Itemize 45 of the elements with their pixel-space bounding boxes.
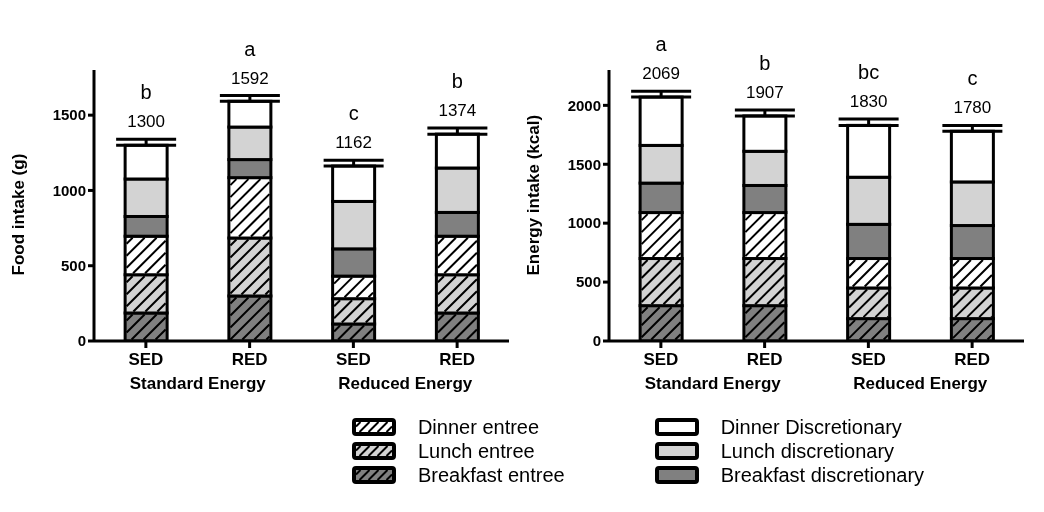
y-tick-label: 1500	[52, 106, 86, 124]
annotation: b	[451, 69, 463, 92]
legend-label: Breakfast entree	[417, 463, 565, 487]
total-label: 1780	[953, 98, 992, 118]
total-label: 1300	[127, 112, 166, 132]
text: Standard Energy	[644, 374, 782, 393]
x-tick-label: SED	[643, 350, 679, 369]
text: Reduced Energy	[338, 374, 473, 393]
total-label: 1592	[230, 68, 269, 88]
legend-label: Dinner entree	[417, 415, 540, 439]
legend-label: Dinner Discretionary	[720, 415, 902, 439]
x-tick-label: SED	[850, 350, 886, 369]
legend-label: Lunch entree	[417, 439, 535, 463]
x-tick-label: RED	[954, 350, 991, 369]
x-tick-label: RED	[231, 350, 268, 369]
total-label: 1162	[335, 133, 372, 153]
y-tick-label: 500	[60, 257, 86, 275]
total-label: 1830	[849, 91, 888, 111]
total-label: 2069	[642, 64, 681, 84]
y-axis-title: Energy intake (kcal)	[524, 114, 544, 276]
text: a	[244, 37, 257, 60]
y-tick-label: 1500	[567, 155, 601, 173]
y-tick-label: 0	[592, 332, 601, 350]
y-tick-label: 500	[575, 273, 601, 291]
y-tick-label: 0	[77, 332, 86, 350]
x-tick-label: SED	[128, 350, 164, 369]
y-axis-title: Food intake (g)	[9, 153, 29, 276]
text: Standard Energy	[129, 374, 267, 393]
x-tick-label: RED	[746, 350, 783, 369]
y-tick-label: 2000	[567, 96, 601, 114]
annotation: b	[759, 52, 771, 75]
annotation: bc	[858, 60, 880, 83]
x-tick-label: RED	[439, 350, 476, 369]
text: a	[655, 33, 668, 56]
y-tick-label: 1000	[52, 181, 86, 199]
annotation: c	[348, 102, 359, 125]
legend-label: Breakfast discretionary	[720, 463, 925, 487]
annotation: c	[967, 67, 978, 90]
y-tick-label: 1000	[567, 214, 601, 232]
annotation: b	[140, 81, 152, 104]
text: Reduced Energy	[853, 374, 988, 393]
x-tick-label: SED	[335, 350, 371, 369]
total-label: 1907	[745, 83, 784, 103]
legend-label: Lunch discretionary	[720, 439, 895, 463]
total-label: 1374	[438, 100, 477, 120]
